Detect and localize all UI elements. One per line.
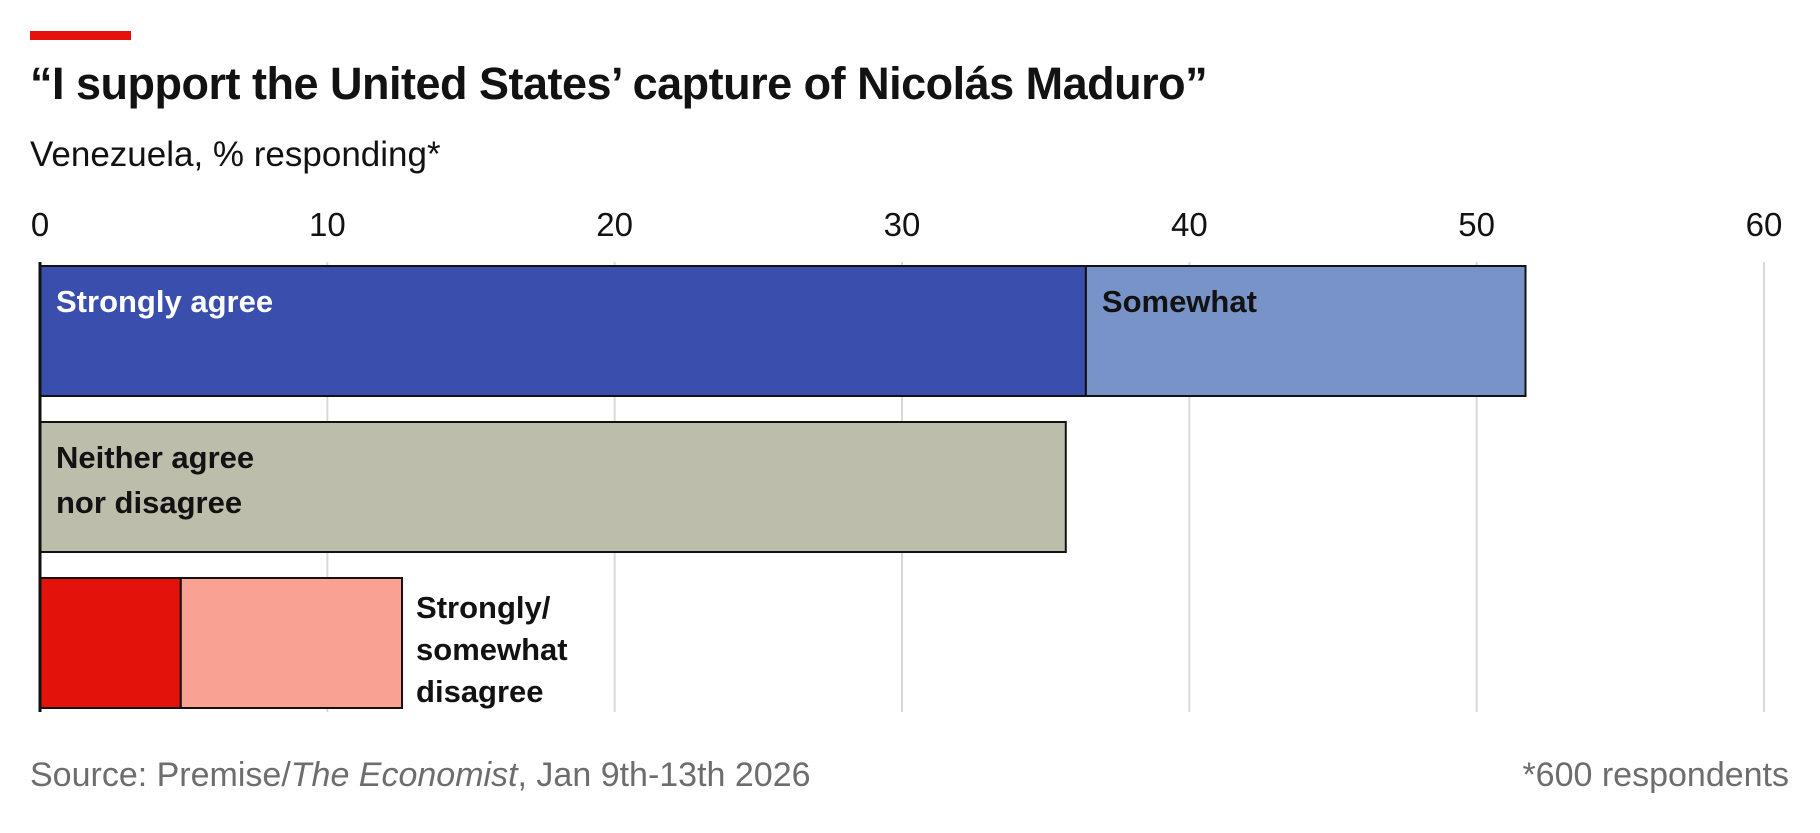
x-tick-label: 20 xyxy=(596,206,633,243)
respondents-note: *600 respondents xyxy=(1522,756,1789,794)
bar-label: Strongly agree xyxy=(56,284,273,319)
bar-outside-label: somewhat xyxy=(416,632,568,667)
x-tick-label: 40 xyxy=(1171,206,1208,243)
x-tick-label: 0 xyxy=(31,206,49,243)
source-note: Source: Premise/The Economist, Jan 9th-1… xyxy=(30,756,811,795)
x-tick-label: 60 xyxy=(1746,206,1783,243)
source-prefix: Source: Premise/ xyxy=(30,756,291,794)
x-tick-label: 10 xyxy=(309,206,346,243)
bar-segment xyxy=(39,265,1087,397)
bar-segment xyxy=(179,577,404,709)
chart-title: “I support the United States’ capture of… xyxy=(30,58,1208,109)
bar-segment xyxy=(39,577,182,709)
source-publication: The Economist xyxy=(290,756,518,794)
bar-segment xyxy=(1084,265,1527,397)
bar-label: Somewhat xyxy=(1102,284,1257,319)
bar-outside-label: Strongly/ xyxy=(416,590,551,625)
bar-segment xyxy=(39,421,1067,553)
chart-subtitle: Venezuela, % responding* xyxy=(30,135,441,174)
bar-label: nor disagree xyxy=(56,485,242,520)
x-tick-label: 30 xyxy=(884,206,921,243)
source-suffix: , Jan 9th-13th 2026 xyxy=(517,756,811,794)
bar-label: Neither agree xyxy=(56,440,254,475)
bar-outside-label: disagree xyxy=(416,674,544,709)
accent-bar xyxy=(30,31,131,40)
x-tick-label: 50 xyxy=(1458,206,1495,243)
